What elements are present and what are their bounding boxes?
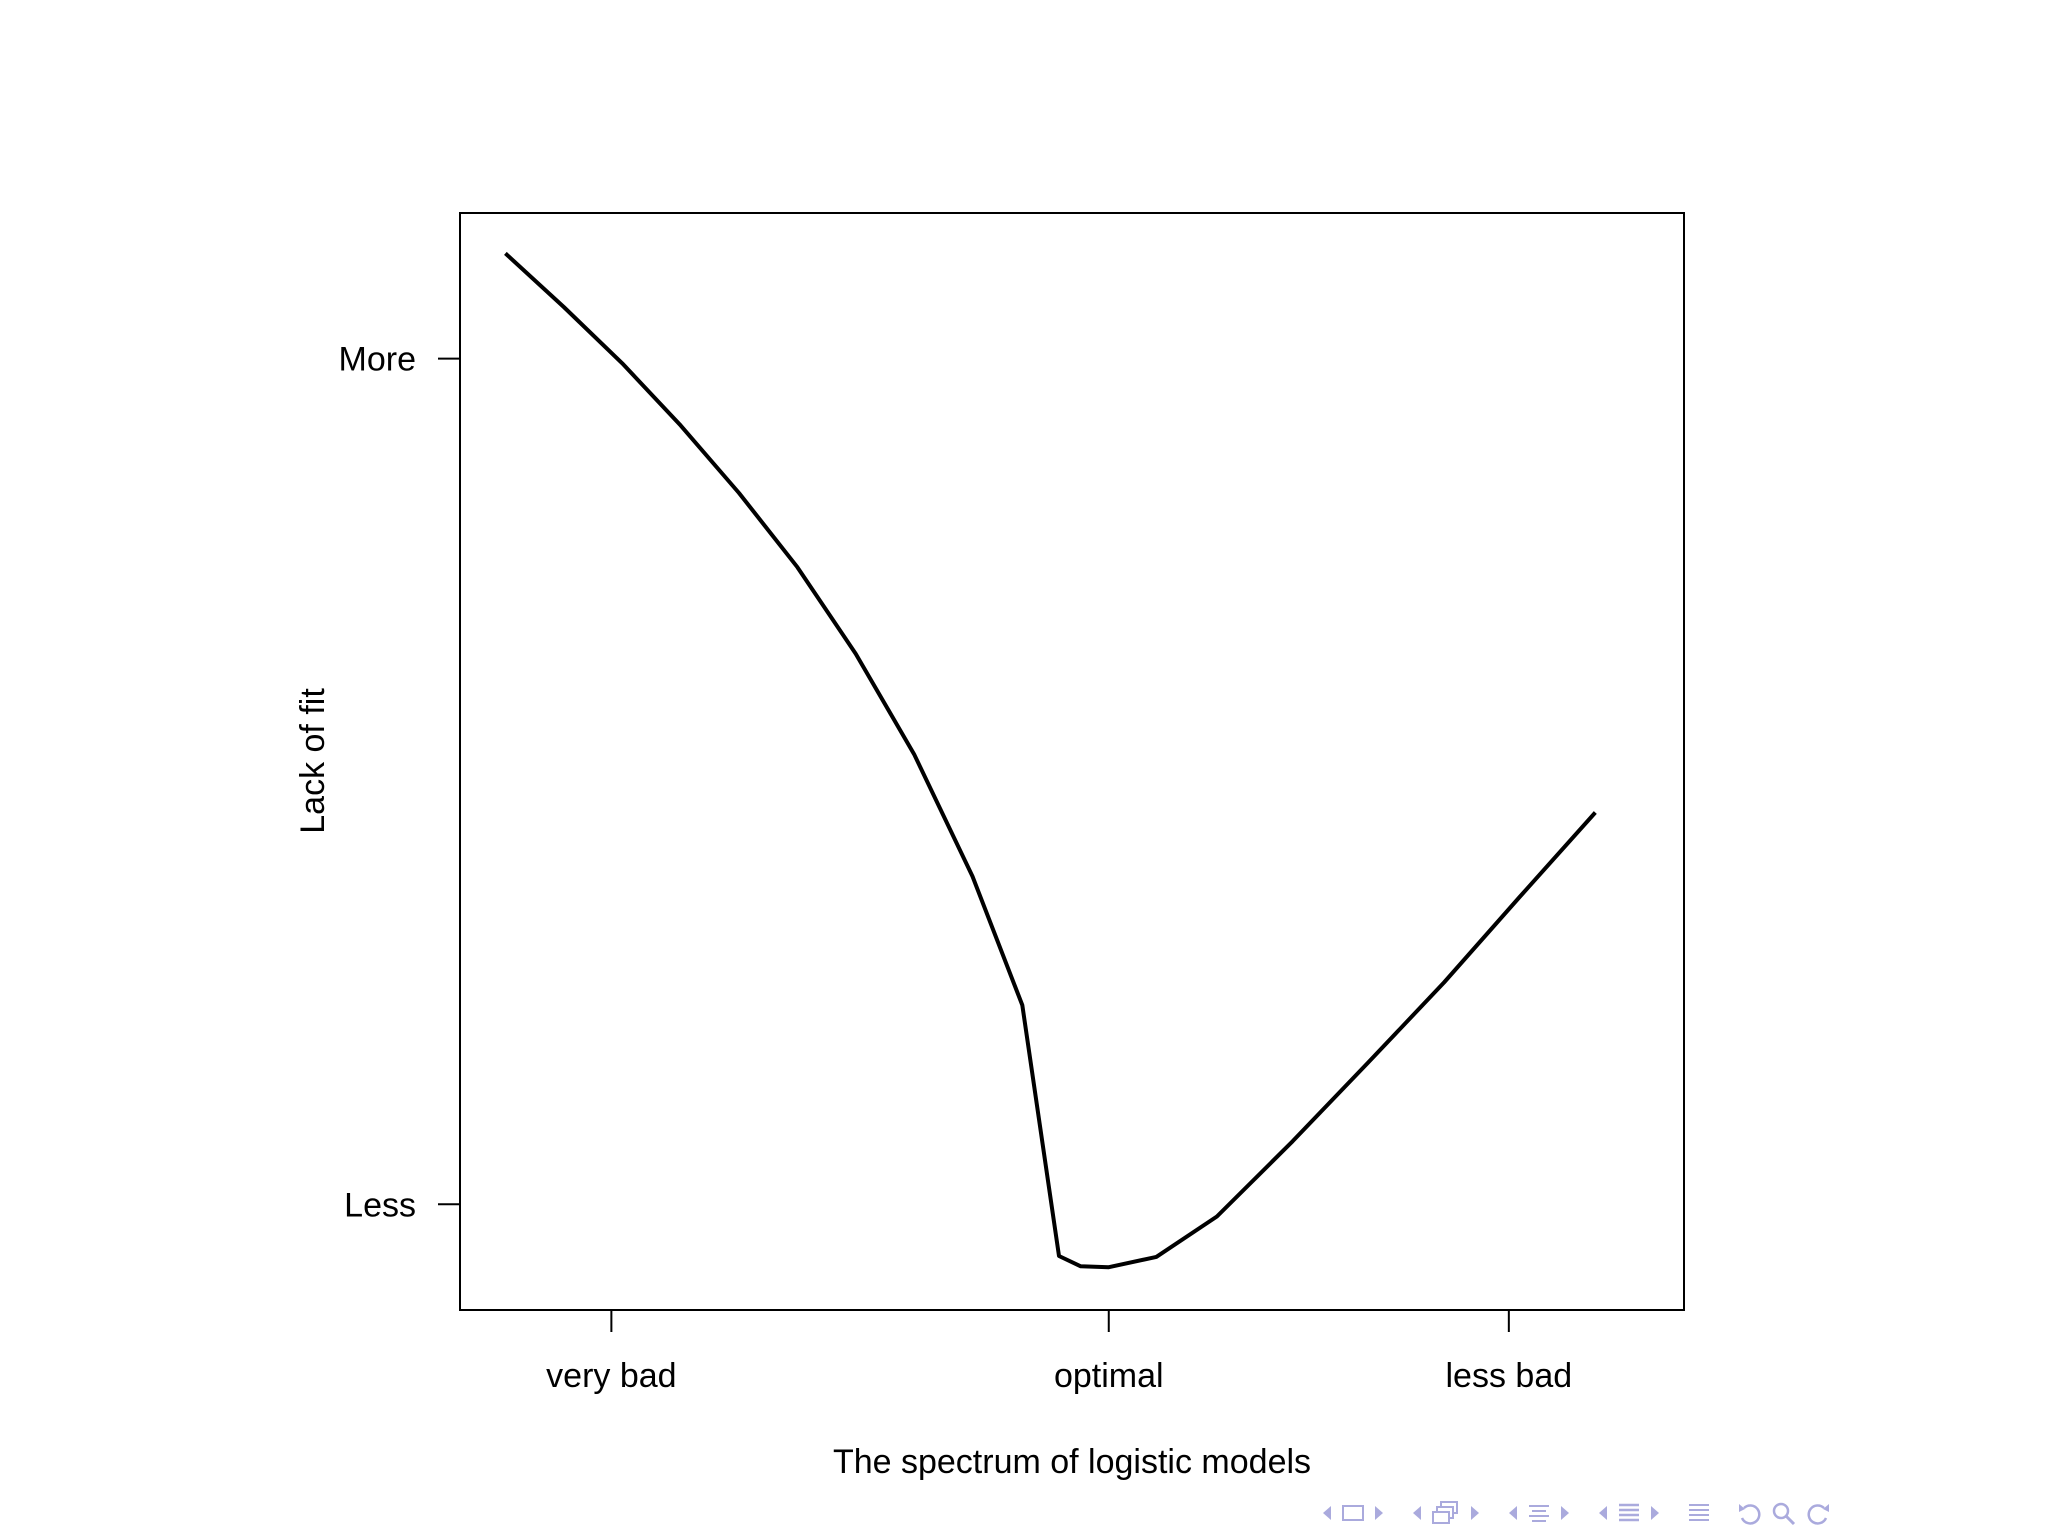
y-tick-label: More [339, 341, 416, 379]
y-axis: More Less [339, 341, 460, 1224]
x-axis-title: The spectrum of logistic models [833, 1443, 1311, 1481]
arrow-right-icon[interactable] [1648, 1501, 1662, 1525]
nav-group [1596, 1501, 1662, 1525]
arrow-left-icon[interactable] [1506, 1501, 1520, 1525]
x-tick-label: optimal [1054, 1357, 1164, 1395]
search-icon[interactable] [1770, 1500, 1798, 1526]
nav-group [1320, 1501, 1386, 1525]
frame-icon[interactable] [1340, 1501, 1366, 1525]
beamer-navigation-bar [1320, 1495, 2040, 1531]
x-tick-label: less bad [1446, 1357, 1573, 1395]
lack-of-fit-curve [504, 251, 1597, 1270]
document-icon[interactable] [1616, 1501, 1642, 1525]
plot-frame [459, 212, 1685, 1311]
arrow-right-icon[interactable] [1372, 1501, 1386, 1525]
section-icon[interactable] [1526, 1501, 1552, 1525]
nav-group [1410, 1499, 1482, 1527]
x-tick-label: very bad [546, 1357, 676, 1395]
arrow-left-icon[interactable] [1320, 1501, 1334, 1525]
arrow-left-icon[interactable] [1410, 1501, 1424, 1525]
nav-group [1736, 1500, 1832, 1526]
y-axis-title: Lack of fit [294, 688, 332, 834]
undo-icon[interactable] [1736, 1500, 1764, 1526]
y-tick-label: Less [344, 1186, 416, 1224]
arrow-right-icon[interactable] [1558, 1501, 1572, 1525]
arrow-left-icon[interactable] [1596, 1501, 1610, 1525]
subsection-icon[interactable] [1430, 1499, 1462, 1527]
nav-group [1506, 1501, 1572, 1525]
nav-group [1686, 1501, 1712, 1525]
arrow-right-icon[interactable] [1468, 1501, 1482, 1525]
x-axis: very bad optimal less bad [546, 1310, 1572, 1395]
redo-icon[interactable] [1804, 1500, 1832, 1526]
outline-icon[interactable] [1686, 1501, 1712, 1525]
